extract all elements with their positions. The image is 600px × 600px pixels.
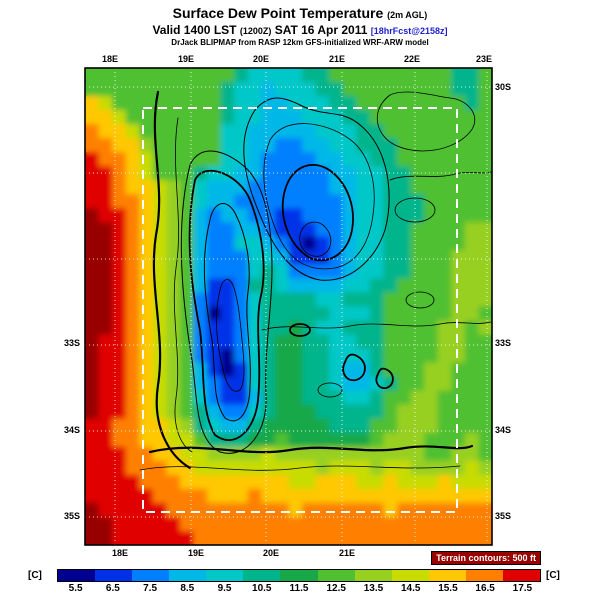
colorbar-tick-label: 8.5 bbox=[180, 583, 195, 594]
colorbar-tick-label: 9.5 bbox=[217, 583, 232, 594]
colorbar-tick-label: 16.5 bbox=[475, 583, 495, 594]
title-line: Surface Dew Point Temperature (2m AGL) bbox=[0, 5, 600, 23]
axis-label: 19E bbox=[187, 548, 205, 558]
colorbar-tick-label: 6.5 bbox=[105, 583, 120, 594]
colorbar-tick-label: 11.5 bbox=[289, 583, 309, 594]
colorbar-labels: 5.5 6.5 7.5 8.5 9.5 10.5 11.5 12.5 13.5 14.5 15.5 1… bbox=[57, 583, 541, 596]
colorbar-cell bbox=[132, 570, 170, 581]
colorbar-tick-label: 15.5 bbox=[438, 583, 458, 594]
colorbar-tick-label: 14.5 bbox=[400, 583, 421, 594]
colorbar-tick-label: 7.5 bbox=[143, 583, 158, 594]
colorbar-tick-label: 13.5 bbox=[363, 583, 384, 594]
axis-label: 21E bbox=[338, 548, 356, 558]
colorbar-cells bbox=[58, 570, 541, 581]
colorbar-cell bbox=[243, 570, 281, 581]
axis-label: 30S bbox=[495, 82, 512, 92]
colorbar-unit-right: [C] bbox=[546, 570, 560, 581]
model-line: DrJack BLIPMAP from RASP 12km GFS-initia… bbox=[171, 37, 429, 47]
axis-label: 19E bbox=[177, 54, 195, 64]
axis-label: 35S bbox=[63, 511, 80, 521]
axis-label: 20E bbox=[262, 548, 280, 558]
axis-label: 35S bbox=[495, 511, 512, 521]
axis-label: 23E bbox=[475, 54, 493, 64]
valid-line: Valid 1400 LST (1200Z) SAT 16 Apr 2011 [… bbox=[0, 23, 600, 38]
map-title: Surface Dew Point Temperature bbox=[172, 5, 384, 21]
colorbar-cell bbox=[317, 570, 355, 581]
colorbar-cell bbox=[354, 570, 392, 581]
colorbar-cell bbox=[95, 570, 133, 581]
axis-label: 18E bbox=[111, 548, 129, 558]
colorbar-tick-label: 5.5 bbox=[68, 583, 83, 594]
forecast-tag: [18hrFcst@2158z] bbox=[370, 25, 448, 36]
axis-label: 34S bbox=[63, 425, 80, 435]
colorbar-tick-label: 12.5 bbox=[326, 583, 346, 594]
valid-date: SAT 16 Apr 2011 bbox=[274, 22, 368, 37]
colorbar-cell bbox=[428, 570, 466, 581]
valid-time: Valid 1400 LST bbox=[152, 22, 237, 37]
map-border bbox=[84, 67, 493, 546]
map-title-level: (2m AGL) bbox=[387, 10, 428, 20]
axis-label: 33S bbox=[63, 338, 80, 348]
domain-boundary-box bbox=[142, 107, 458, 513]
axis-label: 22E bbox=[403, 54, 421, 64]
axis-label: 34S bbox=[495, 425, 512, 435]
colorbar-cell bbox=[391, 570, 429, 581]
terrain-contours-label: Terrain contours: 500 ft bbox=[431, 551, 541, 565]
axis-label: 33S bbox=[495, 338, 512, 348]
colorbar-cell bbox=[465, 570, 503, 581]
axis-label: 21E bbox=[328, 54, 346, 64]
figure-header: Surface Dew Point Temperature (2m AGL) V… bbox=[0, 5, 600, 48]
colorbar-cell bbox=[169, 570, 207, 581]
terrain-contours bbox=[139, 90, 492, 471]
axis-label: 18E bbox=[101, 54, 119, 64]
colorbar bbox=[57, 569, 541, 582]
axis-label: 20E bbox=[252, 54, 270, 64]
colorbar-cell bbox=[280, 570, 318, 581]
colorbar-cell bbox=[502, 570, 541, 581]
valid-utc: (1200Z) bbox=[239, 25, 272, 36]
colorbar-tick-label: 10.5 bbox=[252, 583, 272, 594]
dewpoint-heatmap-smooth bbox=[85, 68, 492, 545]
colorbar-cell bbox=[206, 570, 244, 581]
colorbar-tick-label: 17.5 bbox=[512, 583, 533, 594]
colorbar-cell bbox=[58, 570, 96, 581]
colorbar-unit-left: [C] bbox=[28, 570, 42, 581]
